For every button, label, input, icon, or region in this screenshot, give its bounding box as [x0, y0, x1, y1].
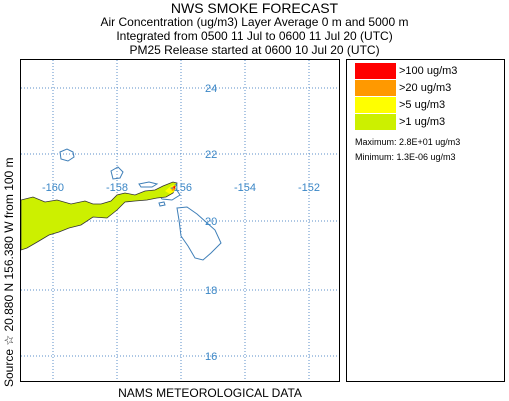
lon-label-154: -154 — [234, 182, 256, 194]
lat-label-24: 24 — [205, 83, 217, 95]
coastlines — [59, 148, 222, 261]
longitude-labels: -160 -158 -156 -154 -152 — [42, 182, 320, 194]
lat-label-18: 18 — [205, 285, 217, 297]
legend-swatch-20 — [355, 80, 396, 96]
source-location-label: Source ☆ 20.880 N 156.380 W from 100 m — [2, 157, 16, 387]
lon-label-158: -158 — [106, 182, 128, 194]
graticule — [21, 60, 339, 381]
map-title: NWS SMOKE FORECAST — [170, 0, 339, 16]
island-molokai — [138, 181, 159, 188]
lon-label-160: -160 — [42, 182, 64, 194]
legend-swatch-5 — [355, 97, 396, 113]
legend-minimum: Minimum: 1.3E-06 ug/m3 — [355, 152, 456, 162]
lat-label-22: 22 — [205, 149, 217, 161]
meteorological-data-label: NAMS METEOROLOGICAL DATA — [118, 386, 302, 400]
legend-swatch-1 — [355, 114, 396, 130]
legend-maximum: Maximum: 2.8E+01 ug/m3 — [355, 137, 461, 147]
island-kahoolawe — [158, 201, 166, 207]
legend-label-100: >100 ug/m3 — [399, 65, 458, 77]
smoke-map: 24 22 20 18 16 -160 -158 -156 -154 -152 — [20, 60, 339, 381]
smoke-plume — [20, 181, 178, 251]
subtitle-concentration: Air Concentration (ug/m3) Layer Average … — [100, 15, 409, 29]
lon-label-152: -152 — [298, 182, 320, 194]
map-panel: 24 22 20 18 16 -160 -158 -156 -154 -152 — [20, 59, 340, 382]
lat-label-16: 16 — [205, 351, 217, 363]
legend-swatch-100 — [355, 63, 396, 79]
latitude-labels: 24 22 20 18 16 — [205, 83, 217, 363]
legend-label-5: >5 ug/m3 — [399, 99, 446, 111]
legend-label-20: >20 ug/m3 — [399, 82, 452, 94]
lat-label-20: 20 — [205, 216, 217, 228]
legend-panel: >100 ug/m3 >20 ug/m3 >5 ug/m3 >1 ug/m3 M… — [346, 59, 505, 382]
plume-core-100-ug — [173, 186, 175, 189]
island-hawaii — [176, 206, 222, 261]
subtitle-release-time: PM25 Release started at 0600 10 Jul 20 (… — [129, 43, 380, 57]
subtitle-integration-period: Integrated from 0500 11 Jul to 0600 11 J… — [116, 29, 393, 43]
island-niihau — [59, 148, 75, 162]
island-oahu — [110, 166, 124, 180]
legend-label-1: >1 ug/m3 — [399, 116, 446, 128]
lon-label-156: -156 — [170, 182, 192, 194]
